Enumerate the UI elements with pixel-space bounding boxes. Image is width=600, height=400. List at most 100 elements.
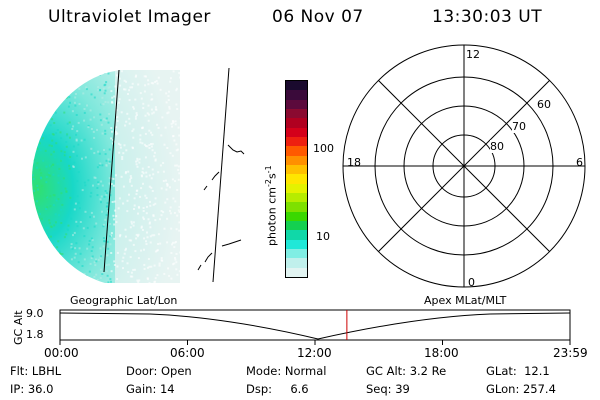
image-pixel [53,224,56,227]
image-pixel [135,189,138,192]
image-pixel [76,225,79,228]
image-pixel [129,178,132,181]
image-pixel [75,114,78,116]
image-pixel [32,177,35,180]
image-pixel [157,171,160,174]
image-pixel [164,201,167,204]
image-pixel [110,280,112,283]
image-pixel [105,213,108,216]
image-pixel [150,265,153,268]
image-pixel [172,241,174,244]
image-pixel [154,202,157,205]
image-pixel [57,198,60,201]
diagonal-2 [378,80,550,252]
image-pixel [93,225,96,228]
image-pixel [132,243,135,246]
image-pixel [80,139,83,142]
image-pixel [122,185,125,188]
image-pixel [126,112,129,115]
image-pixel [40,175,43,178]
gcalt-value: 3.2 Re [409,364,447,378]
image-pixel [134,117,137,120]
image-pixel [74,104,77,107]
image-pixel [54,213,57,216]
image-pixel [105,164,108,167]
image-pixel [143,267,146,270]
image-pixel [65,233,68,236]
image-pixel [50,233,53,236]
timeline-xtick-1200: 12:00 [297,346,332,360]
lat-label-80: 80 [490,140,504,153]
image-pixel [179,251,180,254]
image-pixel [70,202,73,205]
image-pixel [62,177,65,180]
image-pixel [93,152,96,155]
image-pixel [167,267,170,270]
image-pixel [96,194,99,197]
image-pixel [106,202,109,205]
image-pixel [103,240,105,243]
image-pixel [131,275,134,278]
image-pixel [130,239,133,242]
image-pixel [91,255,94,258]
image-pixel [102,87,105,90]
image-pixel [121,260,124,263]
image-pixel [171,178,174,181]
image-pixel [36,184,39,187]
image-pixel [86,104,88,107]
image-pixel [139,138,142,141]
image-pixel [162,180,165,182]
image-pixel [49,124,52,127]
image-pixel [162,162,165,164]
image-pixel [40,217,43,220]
image-pixel [116,132,119,135]
image-pixel [151,234,154,237]
image-pixel [123,252,126,255]
image-pixel [109,194,112,197]
image-pixel [173,262,176,265]
image-pixel [129,256,132,259]
image-pixel [55,199,58,202]
image-pixel [120,70,123,73]
image-pixel [36,207,39,210]
image-pixel [132,268,135,271]
image-pixel [71,247,74,250]
image-pixel [138,161,141,164]
image-pixel [58,167,61,170]
image-pixel [109,235,112,238]
image-pixel [128,193,130,196]
image-pixel [141,142,144,145]
image-pixel [177,126,180,129]
image-pixel [60,192,63,195]
image-pixel [100,180,103,183]
image-pixel [111,201,114,203]
image-pixel [70,246,73,249]
image-pixel [147,258,150,260]
image-pixel [100,201,102,204]
image-pixel [153,155,156,158]
image-pixel [128,117,131,120]
image-pixel [88,270,91,273]
image-pixel [51,133,54,136]
image-pixel [87,179,90,182]
colorbar-segment [286,108,307,119]
image-pixel [179,76,180,79]
image-pixel [32,174,34,177]
ip-label: IP: [10,382,25,396]
image-pixel [128,99,131,102]
colorbar-segment [286,118,307,128]
image-pixel [115,126,118,129]
image-pixel [124,249,127,252]
image-pixel [66,133,69,136]
image-pixel [90,250,93,252]
image-pixel [52,230,55,233]
image-pixel [97,150,100,153]
image-pixel [73,161,76,164]
image-pixel [74,247,77,250]
image-pixel [154,250,157,253]
image-pixel [179,117,180,120]
image-pixel [135,233,138,236]
image-pixel [174,200,177,203]
image-pixel [104,101,107,103]
flt-value: LBHL [31,364,62,378]
